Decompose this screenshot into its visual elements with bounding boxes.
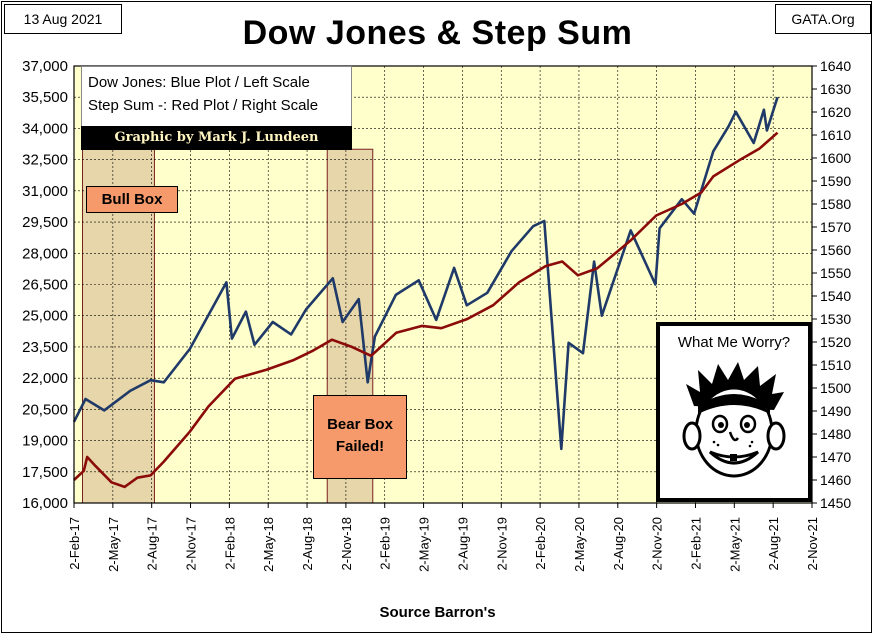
y-left-tick-label: 22,000 — [22, 370, 68, 387]
x-tick-label: 2-May-21 — [727, 517, 742, 572]
date-label: 13 Aug 2021 — [4, 4, 122, 34]
legend-step-sum: Step Sum -: Red Plot / Right Scale — [88, 97, 319, 114]
dow-jones-line — [72, 96, 779, 451]
y-right-tick-label: 1640 — [820, 58, 851, 74]
worry-caption: What Me Worry? — [677, 334, 791, 351]
x-tick-label: 2-Aug-17 — [145, 517, 160, 570]
y-left-tick-label: 23,500 — [22, 339, 68, 356]
y-left-tick-label: 26,500 — [22, 277, 68, 294]
y-left-tick-label: 25,000 — [22, 308, 68, 325]
x-tick-label: 2-Feb-20 — [533, 517, 548, 570]
x-tick-label: 2-May-18 — [261, 517, 276, 572]
y-left-tick-label: 34,000 — [22, 120, 68, 137]
bear-box-label: Bear Box Failed! — [313, 395, 407, 479]
x-tick-label: 2-Nov-18 — [339, 517, 354, 570]
y-right-tick-label: 1630 — [820, 81, 851, 97]
step-sum-line — [73, 131, 779, 489]
y-right-tick-label: 1610 — [820, 127, 851, 143]
y-left-tick-label: 17,500 — [22, 464, 68, 481]
x-tick-label: 2-Aug-20 — [611, 517, 626, 570]
x-tick-label: 2-Nov-20 — [650, 517, 665, 570]
y-left-tick-label: 16,000 — [22, 495, 68, 512]
source-tag: GATA.Org — [775, 4, 871, 34]
legend-box: Dow Jones: Blue Plot / Left Scale Step S… — [81, 66, 352, 128]
y-right-tick-label: 1600 — [820, 150, 851, 166]
x-tick-label: 2-Nov-21 — [805, 517, 820, 570]
plot-border — [73, 65, 813, 504]
x-tick-label: 2-Feb-21 — [688, 517, 703, 570]
y-left-tick-label: 29,500 — [22, 214, 68, 231]
y-right-tick-label: 1490 — [820, 403, 851, 419]
y-left-tick-label: 19,000 — [22, 433, 68, 450]
y-left-tick-label: 35,500 — [22, 89, 68, 106]
y-right-tick-label: 1470 — [820, 449, 851, 465]
y-right-tick-label: 1520 — [820, 334, 851, 350]
bull-box-label: Bull Box — [86, 186, 178, 213]
x-tick-label: 2-May-17 — [106, 517, 121, 572]
x-tick-label: 2-Nov-17 — [184, 517, 199, 570]
y-right-tick-label: 1480 — [820, 426, 851, 442]
y-left-tick-label: 20,500 — [22, 401, 68, 418]
legend-dow: Dow Jones: Blue Plot / Left Scale — [88, 74, 310, 91]
worry-panel: What Me Worry? — [656, 322, 812, 502]
y-right-tick-label: 1460 — [820, 472, 851, 488]
y-left-tick-label: 28,000 — [22, 245, 68, 262]
x-tick-label: 2-Aug-21 — [766, 517, 781, 570]
x-tick-label: 2-Feb-18 — [222, 517, 237, 570]
y-right-tick-label: 1450 — [820, 495, 851, 511]
y-right-tick-label: 1550 — [820, 265, 851, 281]
cartoon-face-icon — [682, 362, 786, 478]
y-right-tick-label: 1590 — [820, 173, 851, 189]
y-right-tick-label: 1500 — [820, 380, 851, 396]
y-right-tick-label: 1510 — [820, 357, 851, 373]
y-right-tick-label: 1620 — [820, 104, 851, 120]
x-tick-label: 2-Nov-19 — [494, 517, 509, 570]
x-axis-source-label: Source Barron's — [379, 604, 496, 621]
y-right-tick-label: 1530 — [820, 311, 851, 327]
y-right-tick-label: 1560 — [820, 242, 851, 258]
y-left-tick-label: 37,000 — [22, 58, 68, 75]
y-right-tick-label: 1580 — [820, 196, 851, 212]
x-tick-label: 2-May-20 — [572, 517, 587, 572]
bear-box-line1: Bear Box — [327, 416, 393, 433]
chart-title: Dow Jones & Step Sum — [242, 14, 633, 52]
x-tick-label: 2-Aug-19 — [455, 517, 470, 570]
x-tick-label: 2-Feb-19 — [378, 517, 393, 570]
x-tick-label: 2-Feb-17 — [67, 517, 82, 570]
x-tick-label: 2-May-19 — [417, 517, 432, 572]
y-left-tick-label: 31,000 — [22, 183, 68, 200]
bear-box-line2: Failed! — [335, 438, 385, 455]
y-right-tick-label: 1540 — [820, 288, 851, 304]
y-left-tick-label: 32,500 — [22, 152, 68, 169]
y-right-tick-label: 1570 — [820, 219, 851, 235]
x-tick-label: 2-Aug-18 — [300, 517, 315, 570]
credit-label: Graphic by Mark J. Lundeen — [81, 126, 352, 150]
